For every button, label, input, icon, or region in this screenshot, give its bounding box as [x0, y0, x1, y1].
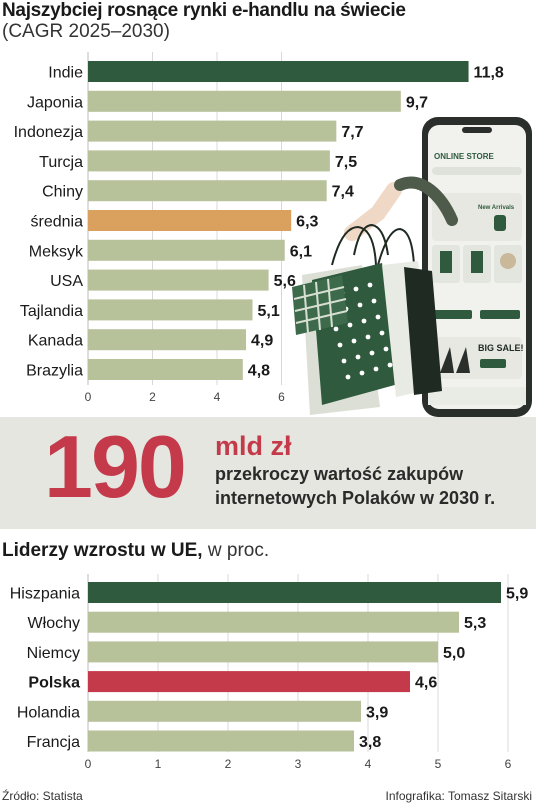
chart1-value-label: 4,9 — [251, 333, 273, 350]
chart1-subtitle: (CAGR 2025–2030) — [2, 21, 170, 42]
chart1-value-label: 6,1 — [290, 243, 312, 260]
phone-icon: ONLINE STORE New Arrivals BIG SALE! — [422, 117, 532, 417]
chart1-value-label: 6,3 — [296, 214, 318, 231]
shopping-bags-icon — [292, 176, 458, 415]
chart1-bar — [88, 210, 292, 231]
chart1-bar — [88, 239, 285, 261]
chart2-tick-label: 6 — [505, 757, 512, 771]
chart2-value-label: 5,9 — [506, 586, 528, 603]
stat-band — [0, 417, 536, 529]
chart1-value-label: 5,1 — [257, 303, 279, 320]
stat-unit: mld zł — [215, 431, 292, 461]
chart2-bar — [88, 641, 438, 663]
chart2-value-label: 5,0 — [443, 645, 465, 662]
chart1-title: Najszybciej rosnące rynki e-handlu na św… — [2, 0, 406, 21]
chart1-tick-label: 4 — [214, 390, 221, 404]
chart1-category-label: Kanada — [28, 333, 83, 350]
chart1-category-label: Tajlandia — [20, 303, 83, 320]
phone-banner-label: New Arrivals — [478, 205, 515, 211]
chart1-value-label: 5,6 — [274, 273, 296, 290]
chart2-bar — [88, 700, 361, 722]
chart1-bar — [88, 329, 247, 351]
chart1-bar — [88, 90, 401, 112]
chart1-svg: 0 2 4 6 Indie 11,8 Japonia 9,7 Indonezja 7,7 Turcj… — [14, 52, 504, 404]
chart2-title-bold: Liderzy wzrostu w UE, — [2, 540, 203, 561]
chart2-value-label: 3,8 — [359, 734, 381, 751]
chart1-bar — [88, 150, 330, 172]
chart2-bar — [88, 611, 459, 633]
chart1-category-label: Brazylia — [26, 363, 83, 380]
chart1-value-label: 7,5 — [335, 154, 357, 171]
chart1-tick-label: 6 — [278, 390, 285, 404]
phone-sale-label: BIG SALE! — [478, 343, 524, 353]
chart1-tick-label: 0 — [85, 390, 92, 404]
chart1-category-label: Chiny — [42, 184, 83, 201]
chart2-tick-label: 5 — [435, 757, 442, 771]
chart1-bar — [88, 180, 327, 202]
credit-note: Infografika: Tomasz Sitarski — [385, 789, 532, 803]
chart1-value-label: 7,4 — [332, 184, 354, 201]
chart2-bar — [88, 671, 410, 693]
chart2-title: Liderzy wzrostu w UE, w proc. — [2, 540, 269, 562]
shopping-illustration: ONLINE STORE New Arrivals BIG SALE! — [292, 117, 532, 417]
chart1-bar — [88, 359, 243, 380]
chart2-category-label: Francja — [27, 734, 80, 751]
chart1-category-label: Meksyk — [29, 243, 84, 260]
chart1-category-label: średnia — [31, 214, 84, 231]
chart2-category-label: Holandia — [17, 704, 80, 721]
chart1-category-label: Turcja — [39, 154, 83, 171]
chart1-category-label: Japonia — [27, 94, 83, 111]
chart1-value-label: 9,7 — [406, 94, 428, 111]
chart2-value-label: 5,3 — [464, 615, 486, 632]
chart2-tick-label: 4 — [365, 757, 372, 771]
chart2-category-label: Hiszpania — [10, 586, 80, 603]
chart2-value-label: 4,6 — [415, 675, 437, 692]
chart1-category-label: Indie — [48, 65, 83, 82]
chart2-value-label: 3,9 — [366, 704, 388, 721]
chart2-bar — [88, 730, 354, 752]
chart2-category-label: Polska — [28, 675, 80, 692]
chart2-tick-label: 3 — [295, 757, 302, 771]
chart2-tick-label: 2 — [225, 757, 232, 771]
chart2-tick-label: 1 — [155, 757, 162, 771]
source-note: Źródło: Statista — [2, 789, 83, 803]
chart1-bar — [88, 61, 469, 82]
chart1-value-label: 4,8 — [248, 363, 270, 380]
chart1-category-label: USA — [50, 273, 83, 290]
chart1-value-label: 11,8 — [474, 65, 504, 82]
chart2-category-label: Włochy — [28, 615, 80, 632]
chart2-bar — [88, 582, 501, 603]
phone-store-label: ONLINE STORE — [434, 152, 495, 161]
chart1-category-label: Indonezja — [14, 124, 83, 141]
chart2-category-label: Niemcy — [27, 645, 80, 662]
chart1-bar — [88, 269, 269, 291]
chart1-tick-label: 2 — [149, 390, 156, 404]
chart1-bar — [88, 120, 337, 142]
stat-number: 190 — [44, 417, 187, 516]
chart2-tick-label: 0 — [85, 757, 92, 771]
chart1-value-label: 7,7 — [341, 124, 363, 141]
chart2-title-rest: w proc. — [202, 540, 270, 561]
chart1-bar — [88, 299, 253, 321]
stat-text: przekroczy wartość zakupów internetowych… — [215, 464, 496, 508]
